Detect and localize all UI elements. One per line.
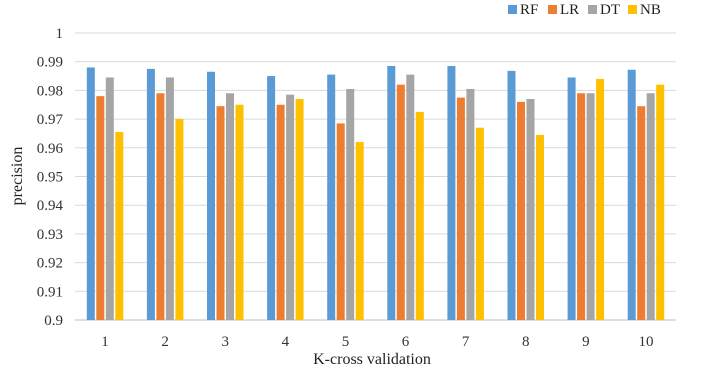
bar-lr-6 <box>396 84 405 320</box>
x-tick-label: 1 <box>101 334 109 350</box>
bar-dt-5 <box>346 88 355 320</box>
bar-lr-9 <box>577 93 586 321</box>
gridlines <box>75 32 676 321</box>
bar-rf-7 <box>447 66 456 320</box>
bar-lr-3 <box>216 106 225 320</box>
bar-lr-1 <box>96 96 105 320</box>
legend-swatch-lr <box>548 5 557 14</box>
legend-label-lr: LR <box>560 2 579 18</box>
legend: RF LR DT NB <box>508 2 661 18</box>
bar-dt-9 <box>586 93 595 321</box>
y-tick-label: 0.95 <box>37 170 63 186</box>
bar-rf-4 <box>267 76 276 320</box>
bar-dt-7 <box>466 88 475 320</box>
y-tick-labels: 0.9 0.91 0.92 0.93 0.94 0.95 0.96 0.97 0.98 0.99 1 <box>37 26 64 329</box>
bar-nb-3 <box>235 104 244 320</box>
bar-rf-6 <box>387 66 396 320</box>
x-tick-label: 2 <box>161 334 169 350</box>
y-tick-label: 0.94 <box>37 198 64 214</box>
bar-lr-7 <box>456 97 465 320</box>
y-tick-label: 0.99 <box>37 55 63 71</box>
legend-swatch-rf <box>508 5 517 14</box>
bar-dt-8 <box>526 99 535 320</box>
y-tick-label: 0.9 <box>44 313 63 329</box>
bar-nb-6 <box>415 111 424 320</box>
legend-label-dt: DT <box>600 2 620 18</box>
bar-rf-9 <box>567 77 576 320</box>
legend-swatch-nb <box>628 5 637 14</box>
y-tick-label: 0.92 <box>37 256 63 272</box>
bar-nb-5 <box>355 142 364 320</box>
x-tick-label: 10 <box>638 334 653 350</box>
bar-lr-10 <box>637 106 646 320</box>
bar-nb-4 <box>295 99 304 320</box>
legend-label-rf: RF <box>520 2 538 18</box>
bar-lr-5 <box>336 123 345 320</box>
x-tick-label: 7 <box>462 334 470 350</box>
y-tick-label: 0.98 <box>37 83 63 99</box>
x-tick-label: 3 <box>222 334 230 350</box>
x-tick-label: 8 <box>522 334 530 350</box>
bar-rf-8 <box>507 70 516 320</box>
bar-rf-1 <box>86 67 95 320</box>
x-tick-labels: 1 2 3 4 5 6 7 8 9 10 <box>101 334 653 350</box>
y-tick-label: 0.96 <box>37 141 64 157</box>
bar-dt-1 <box>105 77 114 320</box>
x-tick-label: 6 <box>402 334 410 350</box>
bar-nb-2 <box>175 119 184 320</box>
y-axis-title: precision <box>9 147 26 206</box>
bar-dt-2 <box>165 77 174 320</box>
bar-lr-4 <box>276 104 285 320</box>
bar-dt-4 <box>286 94 295 320</box>
y-tick-label: 0.93 <box>37 227 63 243</box>
x-tick-label: 4 <box>282 334 290 350</box>
bar-nb-10 <box>656 84 665 320</box>
bar-dt-10 <box>646 93 655 321</box>
bar-dt-3 <box>226 93 234 321</box>
bar-nb-7 <box>475 127 484 321</box>
legend-swatch-dt <box>588 5 597 14</box>
x-tick-label: 5 <box>342 334 350 350</box>
legend-label-nb: NB <box>640 2 661 18</box>
bar-lr-8 <box>517 101 525 320</box>
bar-nb-1 <box>115 132 124 320</box>
y-tick-label: 0.97 <box>37 112 64 128</box>
x-tick-label: 9 <box>582 334 590 350</box>
bar-lr-2 <box>156 93 165 321</box>
bar-nb-8 <box>536 134 544 320</box>
x-axis-title: K-cross validation <box>313 351 431 368</box>
bar-dt-6 <box>406 74 415 321</box>
bar-rf-5 <box>327 74 336 321</box>
bar-rf-2 <box>146 68 155 320</box>
y-tick-label: 0.91 <box>37 284 63 300</box>
bar-rf-10 <box>627 69 636 321</box>
y-tick-label: 1 <box>56 26 64 42</box>
bar-rf-3 <box>207 71 215 321</box>
bar-nb-9 <box>596 78 605 320</box>
bars <box>86 66 665 321</box>
